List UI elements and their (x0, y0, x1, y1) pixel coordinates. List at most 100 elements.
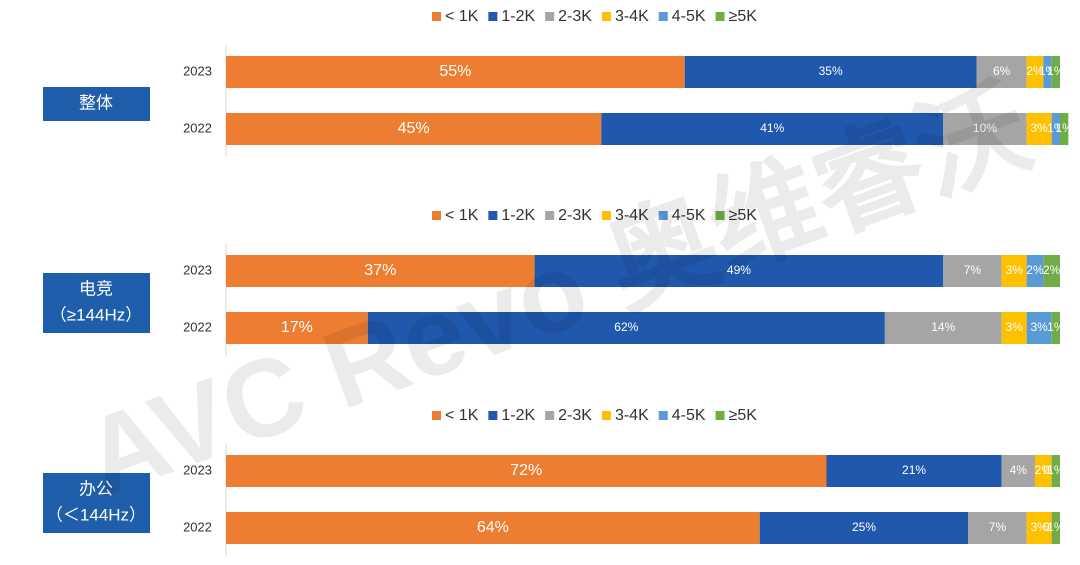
legend-swatch (715, 211, 725, 220)
bar-segment (1001, 312, 1027, 344)
value-label: 72% (510, 462, 542, 479)
bar-segment (601, 113, 944, 145)
group-label: （≥144Hz） (50, 305, 142, 324)
bar-segment (534, 255, 944, 287)
bar-segment (1051, 56, 1060, 88)
legend-swatch (488, 411, 498, 420)
value-label: 10% (973, 121, 997, 135)
bar-segment (1001, 455, 1035, 487)
bar-segment (1026, 512, 1052, 544)
value-label: 55% (439, 63, 471, 80)
legend-label: 1-2K (501, 407, 535, 424)
legend-swatch (545, 411, 555, 420)
legend-swatch (545, 12, 555, 21)
bar-segment (1051, 312, 1060, 344)
category-label: 2023 (183, 63, 212, 78)
group-box (43, 473, 150, 533)
value-label: 7% (989, 520, 1007, 534)
legend-label: 1-2K (501, 8, 535, 25)
legend-swatch (432, 211, 441, 220)
legend-label: ≥5K (729, 407, 758, 424)
legend-label: < 1K (445, 207, 479, 224)
value-label: 3% (1005, 263, 1023, 277)
bar-segment (1051, 455, 1060, 487)
legend-label: 2-3K (558, 207, 592, 224)
bar-segment (1043, 56, 1052, 88)
value-label: 1% (1047, 520, 1065, 534)
legend-label: 2-3K (558, 8, 592, 25)
bar-segment (1043, 255, 1060, 287)
legend-swatch (432, 411, 441, 420)
category-label: 2022 (183, 120, 212, 135)
legend-label: 4-5K (672, 8, 706, 25)
value-label: 4% (1010, 463, 1028, 477)
value-label: 64% (477, 519, 509, 536)
value-label: 7% (964, 263, 982, 277)
bar-segment (1026, 312, 1052, 344)
value-label: 45% (398, 120, 430, 137)
group-label: 电竞 (79, 279, 113, 298)
bar-segment (226, 312, 368, 344)
value-label: 2% (1043, 263, 1061, 277)
bar-segment (943, 255, 1002, 287)
bar-segment (1001, 255, 1027, 287)
value-label: 2% (1035, 463, 1053, 477)
bar-segment (1051, 113, 1060, 145)
value-label: 6% (993, 64, 1011, 78)
value-label: 37% (364, 262, 396, 279)
category-label: 2023 (183, 462, 212, 477)
bar-segment (226, 455, 827, 487)
value-label: 2% (1026, 263, 1044, 277)
category-label: 2022 (183, 519, 212, 534)
legend-label: ≥5K (729, 207, 758, 224)
legend-swatch (488, 211, 498, 220)
value-label: 2% (1026, 64, 1044, 78)
bar-segment (1060, 113, 1069, 145)
bar-segment (226, 113, 602, 145)
bar-segment (884, 312, 1002, 344)
legend-swatch (658, 211, 668, 220)
value-label: 1% (1047, 320, 1065, 334)
legend-label: 3-4K (615, 207, 649, 224)
group-box (43, 273, 150, 333)
legend-label: 4-5K (672, 407, 706, 424)
legend-label: 2-3K (558, 407, 592, 424)
bar-segment (1051, 512, 1060, 544)
legend-swatch (432, 12, 441, 21)
group-label: 整体 (79, 93, 113, 112)
legend-label: 3-4K (615, 8, 649, 25)
bar-segment (226, 512, 760, 544)
value-label: 3% (1030, 121, 1048, 135)
legend-label: 3-4K (615, 407, 649, 424)
legend-label: 1-2K (501, 207, 535, 224)
bar-segment (759, 512, 969, 544)
value-label: 62% (614, 320, 638, 334)
category-label: 2023 (183, 262, 212, 277)
value-label: 3% (1030, 520, 1048, 534)
bar-segment (367, 312, 885, 344)
legend-label: < 1K (445, 407, 479, 424)
legend-swatch (601, 411, 611, 420)
category-label: 2022 (183, 319, 212, 334)
bar-segment (943, 113, 1027, 145)
legend-swatch (488, 12, 498, 21)
legend-label: ≥5K (729, 8, 758, 25)
legend-label: < 1K (445, 8, 479, 25)
legend-swatch (601, 211, 611, 220)
value-label: 17% (281, 319, 313, 336)
legend-swatch (715, 12, 725, 21)
legend-swatch (715, 411, 725, 420)
legend-swatch (658, 12, 668, 21)
group-box (43, 87, 150, 121)
group-label: （＜144Hz） (46, 505, 146, 524)
value-label: 3% (1030, 320, 1048, 334)
value-label: 25% (852, 520, 876, 534)
legend-swatch (601, 12, 611, 21)
value-label: 49% (727, 263, 751, 277)
legend-label: 4-5K (672, 207, 706, 224)
value-label: 1% (1047, 463, 1065, 477)
bar-segment (1034, 455, 1052, 487)
value-label: 1% (1055, 121, 1073, 135)
